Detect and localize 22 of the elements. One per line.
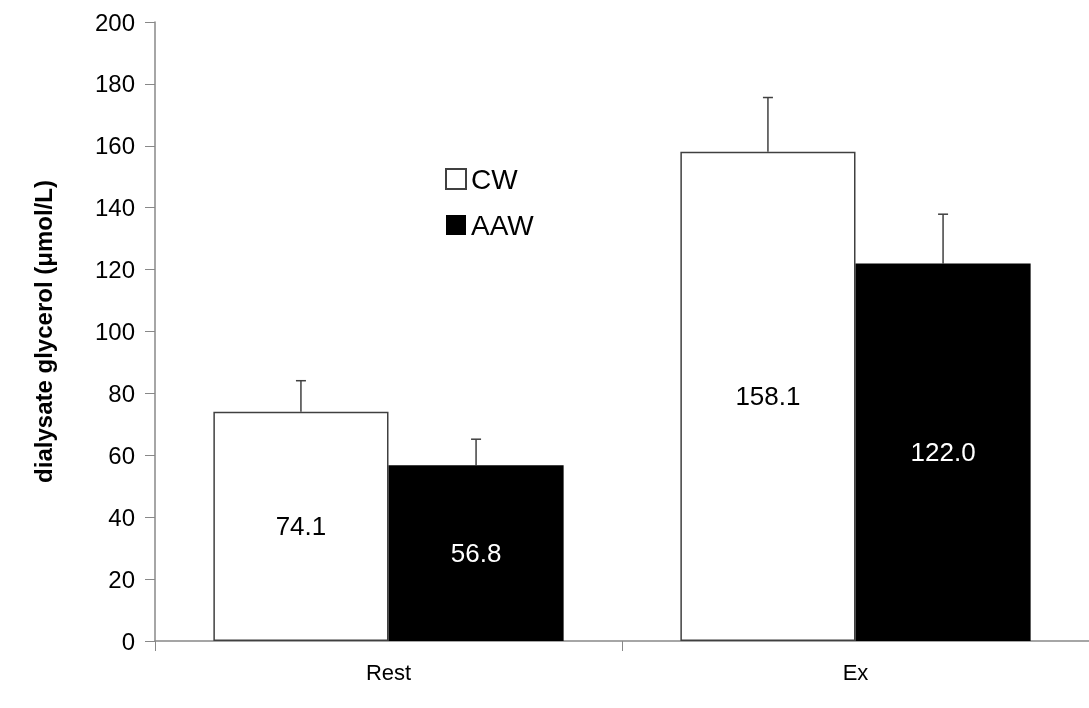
legend-label: AAW [471,209,535,241]
legend-label: CW [471,163,519,195]
y-tick-label: 140 [94,194,135,222]
y-tick-label: 180 [94,70,135,98]
x-tick-label: Rest [365,659,412,685]
y-tick-label: 40 [108,503,135,531]
y-tick-label: 60 [108,441,135,469]
bar [388,465,564,641]
data-label: 158.1 [735,381,801,412]
y-tick-label: 20 [108,565,135,593]
y-tick-label: 80 [108,379,135,407]
y-tick-label: 120 [94,256,135,284]
bar [855,263,1031,641]
data-label: 56.8 [450,538,502,569]
y-tick-label: 0 [121,627,135,655]
y-tick-label: 160 [94,132,135,160]
data-label: 74.1 [275,511,327,542]
y-axis-title: dialysate glycerol (μmol/L) [29,180,57,483]
y-tick-label: 200 [94,8,135,36]
y-tick-label: 100 [94,318,135,345]
data-label: 122.0 [910,437,976,468]
x-tick-label: Ex [842,659,869,685]
